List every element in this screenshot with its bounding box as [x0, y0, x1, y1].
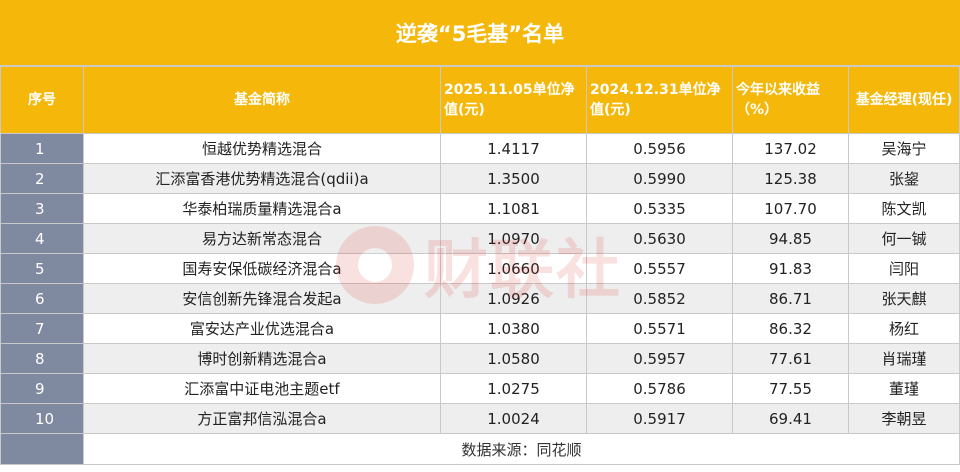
cell-manager: 杨红: [848, 313, 960, 344]
cell-nav-2024: 0.5571: [586, 313, 733, 344]
fund-table: 序号 基金简称 2025.11.05单位净值(元) 2024.12.31单位净值…: [0, 66, 960, 465]
data-source-note: 数据来源：同花顺: [83, 433, 960, 465]
cell-manager: 张鋆: [848, 163, 960, 194]
cell-index: 1: [0, 133, 84, 164]
cell-nav-2024: 0.5957: [586, 343, 733, 374]
cell-nav-2024: 0.5786: [586, 373, 733, 404]
cell-fund-name: 博时创新精选混合a: [83, 343, 441, 374]
column-header-nav-2025: 2025.11.05单位净值(元): [440, 66, 587, 134]
cell-nav-2025: 1.4117: [440, 133, 587, 164]
table-row: 4 易方达新常态混合 1.0970 0.5630 94.85 何一铖: [0, 223, 960, 254]
cell-manager: 肖瑞瑾: [848, 343, 960, 374]
column-header-ytd-return: 今年以来收益（%）: [732, 66, 849, 134]
cell-manager: 张天麒: [848, 283, 960, 314]
cell-fund-name: 汇添富中证电池主题etf: [83, 373, 441, 404]
cell-ytd-return: 86.71: [732, 283, 849, 314]
cell-fund-name: 富安达产业优选混合a: [83, 313, 441, 344]
column-header-fund-name: 基金简称: [83, 66, 441, 134]
table-row: 2 汇添富香港优势精选混合(qdii)a 1.3500 0.5990 125.38 张鋆: [0, 163, 960, 194]
cell-manager: 闫阳: [848, 253, 960, 284]
column-header-nav-2024: 2024.12.31单位净值(元): [586, 66, 733, 134]
cell-nav-2025: 1.3500: [440, 163, 587, 194]
cell-manager: 李朝昱: [848, 403, 960, 434]
cell-nav-2025: 1.0926: [440, 283, 587, 314]
cell-nav-2025: 1.0275: [440, 373, 587, 404]
column-header-index: 序号: [0, 66, 84, 134]
cell-manager: 何一铖: [848, 223, 960, 254]
cell-index: 3: [0, 193, 84, 224]
cell-index: 7: [0, 313, 84, 344]
cell-nav-2024: 0.5852: [586, 283, 733, 314]
cell-fund-name: 华泰柏瑞质量精选混合a: [83, 193, 441, 224]
cell-nav-2024: 0.5335: [586, 193, 733, 224]
cell-ytd-return: 77.61: [732, 343, 849, 374]
cell-index: 2: [0, 163, 84, 194]
cell-ytd-return: 107.70: [732, 193, 849, 224]
cell-nav-2025: 1.0380: [440, 313, 587, 344]
table-row: 8 博时创新精选混合a 1.0580 0.5957 77.61 肖瑞瑾: [0, 343, 960, 374]
cell-ytd-return: 91.83: [732, 253, 849, 284]
cell-fund-name: 方正富邦信泓混合a: [83, 403, 441, 434]
cell-fund-name: 国寿安保低碳经济混合a: [83, 253, 441, 284]
cell-ytd-return: 86.32: [732, 313, 849, 344]
cell-fund-name: 汇添富香港优势精选混合(qdii)a: [83, 163, 441, 194]
cell-ytd-return: 69.41: [732, 403, 849, 434]
cell-ytd-return: 77.55: [732, 373, 849, 404]
header-row: 序号 基金简称 2025.11.05单位净值(元) 2024.12.31单位净值…: [0, 66, 960, 134]
cell-nav-2025: 1.0970: [440, 223, 587, 254]
cell-nav-2024: 0.5990: [586, 163, 733, 194]
cell-nav-2025: 1.0024: [440, 403, 587, 434]
table-row: 3 华泰柏瑞质量精选混合a 1.1081 0.5335 107.70 陈文凯: [0, 193, 960, 224]
cell-index: 8: [0, 343, 84, 374]
cell-nav-2024: 0.5917: [586, 403, 733, 434]
cell-nav-2025: 1.0660: [440, 253, 587, 284]
table-title: 逆袭“5毛基”名单: [0, 0, 960, 66]
cell-nav-2024: 0.5630: [586, 223, 733, 254]
cell-index: 10: [0, 403, 84, 434]
column-header-manager: 基金经理(现任): [848, 66, 960, 134]
table-row: 6 安信创新先锋混合发起a 1.0926 0.5852 86.71 张天麒: [0, 283, 960, 314]
cell-index: 6: [0, 283, 84, 314]
cell-fund-name: 易方达新常态混合: [83, 223, 441, 254]
cell-fund-name: 安信创新先锋混合发起a: [83, 283, 441, 314]
table-row: 5 国寿安保低碳经济混合a 1.0660 0.5557 91.83 闫阳: [0, 253, 960, 284]
cell-nav-2025: 1.0580: [440, 343, 587, 374]
cell-ytd-return: 137.02: [732, 133, 849, 164]
cell-manager: 董瑾: [848, 373, 960, 404]
source-row: 数据来源：同花顺: [0, 433, 960, 465]
cell-ytd-return: 94.85: [732, 223, 849, 254]
cell-nav-2025: 1.1081: [440, 193, 587, 224]
table-row: 1 恒越优势精选混合 1.4117 0.5956 137.02 吴海宁: [0, 133, 960, 164]
cell-index: 9: [0, 373, 84, 404]
cell-manager: 陈文凯: [848, 193, 960, 224]
cell-fund-name: 恒越优势精选混合: [83, 133, 441, 164]
cell-index: 4: [0, 223, 84, 254]
cell-index: 5: [0, 253, 84, 284]
source-row-index-cell: [0, 433, 84, 465]
table-row: 7 富安达产业优选混合a 1.0380 0.5571 86.32 杨红: [0, 313, 960, 344]
cell-nav-2024: 0.5557: [586, 253, 733, 284]
table-row: 9 汇添富中证电池主题etf 1.0275 0.5786 77.55 董瑾: [0, 373, 960, 404]
cell-nav-2024: 0.5956: [586, 133, 733, 164]
cell-ytd-return: 125.38: [732, 163, 849, 194]
cell-manager: 吴海宁: [848, 133, 960, 164]
table-row: 10 方正富邦信泓混合a 1.0024 0.5917 69.41 李朝昱: [0, 403, 960, 434]
